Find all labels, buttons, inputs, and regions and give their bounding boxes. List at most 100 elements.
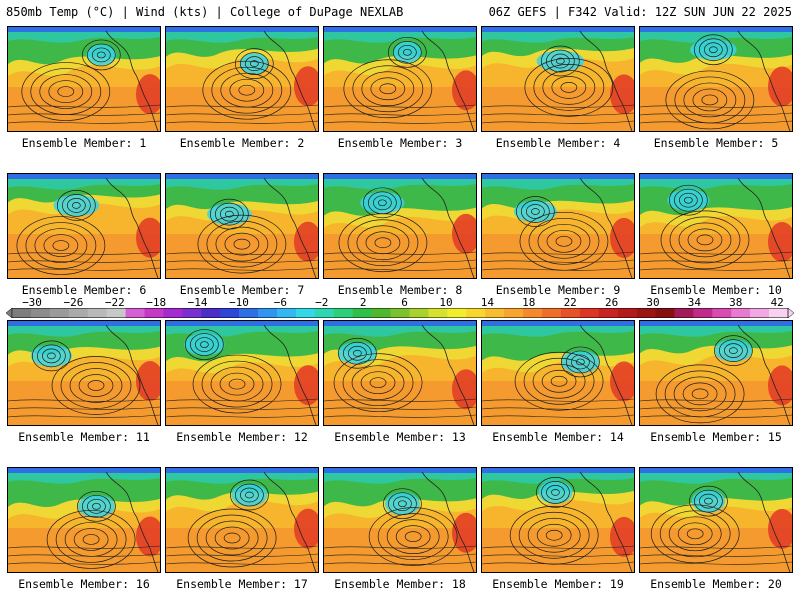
colorbar-tick-label: −30 — [22, 296, 42, 309]
colorbar-swatch — [674, 308, 694, 318]
temperature-map — [640, 321, 792, 425]
ensemble-map-panel — [639, 467, 793, 573]
ensemble-member-label: Ensemble Member: 19 — [492, 577, 624, 591]
colorbar-swatch — [731, 308, 751, 318]
colorbar-swatch — [258, 308, 278, 318]
run-valid-time: 06Z GEFS | F342 Valid: 12Z SUN JUN 22 20… — [488, 5, 792, 19]
colorbar-tick-label: −6 — [273, 296, 288, 309]
ensemble-member-label: Ensemble Member: 5 — [653, 136, 779, 150]
colorbar-strip — [6, 308, 794, 318]
colorbar-tick-label: 42 — [770, 296, 784, 309]
ensemble-member-label: Ensemble Member: 1 — [21, 136, 147, 150]
colorbar-swatch — [712, 308, 732, 318]
ensemble-member-label: Ensemble Member: 10 — [650, 283, 782, 297]
ensemble-map-panel — [481, 467, 635, 573]
colorbar-swatch — [636, 308, 656, 318]
colorbar-swatch — [12, 308, 32, 318]
colorbar-swatch — [163, 308, 183, 318]
ensemble-member-label: Ensemble Member: 12 — [176, 430, 308, 444]
ensemble-map-panel — [323, 467, 477, 573]
ensemble-map-panel — [323, 173, 477, 279]
colorbar-swatch — [428, 308, 448, 318]
temperature-map — [640, 174, 792, 278]
colorbar-swatch — [523, 308, 543, 318]
product-title: 850mb Temp (°C) | Wind (kts) | College o… — [6, 5, 404, 19]
colorbar-swatch — [598, 308, 618, 318]
temperature-map — [324, 27, 476, 131]
colorbar-swatch — [655, 308, 675, 318]
ensemble-member-label: Ensemble Member: 20 — [650, 577, 782, 591]
colorbar-swatch — [314, 308, 335, 318]
ensemble-map-panel — [7, 467, 161, 573]
colorbar-swatch — [769, 308, 789, 318]
ensemble-member-label: Ensemble Member: 7 — [179, 283, 305, 297]
colorbar-tick-label: 22 — [563, 296, 577, 309]
ensemble-member-label: Ensemble Member: 3 — [337, 136, 463, 150]
ensemble-member-label: Ensemble Member: 9 — [495, 283, 621, 297]
ensemble-member-label: Ensemble Member: 18 — [334, 577, 466, 591]
colorbar-tick-label: 38 — [729, 296, 743, 309]
temperature-map — [8, 468, 160, 572]
ensemble-member-label: Ensemble Member: 11 — [18, 430, 150, 444]
colorbar-swatch — [447, 308, 467, 318]
colorbar-swatch — [201, 308, 221, 318]
colorbar-max-arrow — [787, 308, 794, 318]
colorbar-swatch — [579, 308, 600, 318]
ensemble-map-panel — [323, 26, 477, 132]
ensemble-member-label: Ensemble Member: 15 — [650, 430, 782, 444]
ensemble-map-panel — [639, 320, 793, 426]
temperature-map — [166, 27, 318, 131]
colorbar-tick-label: 6 — [401, 296, 408, 309]
colorbar-swatch — [485, 308, 505, 318]
ensemble-map-panel — [639, 26, 793, 132]
ensemble-member-label: Ensemble Member: 8 — [337, 283, 463, 297]
ensemble-map-panel — [165, 320, 319, 426]
ensemble-map-panel — [165, 173, 319, 279]
colorbar-swatch — [409, 308, 429, 318]
temperature-map — [324, 321, 476, 425]
ensemble-map-panel — [7, 26, 161, 132]
ensemble-map-panel — [639, 173, 793, 279]
temperature-map — [8, 321, 160, 425]
colorbar-labels: −30 −26 −22 −18 −14 −10 −6 −2 2 6 10 14 18 22 26 30 34 38… — [6, 296, 794, 309]
colorbar-swatch — [466, 308, 486, 318]
temperature-map — [166, 468, 318, 572]
ensemble-map-panel — [481, 320, 635, 426]
temperature-map — [482, 321, 634, 425]
colorbar-swatch — [30, 308, 51, 318]
ensemble-member-label: Ensemble Member: 13 — [334, 430, 466, 444]
colorbar-swatch — [560, 308, 581, 318]
colorbar-swatch — [333, 308, 353, 318]
ensemble-map-panel — [481, 173, 635, 279]
colorbar-swatch — [390, 308, 410, 318]
colorbar-min-arrow — [6, 308, 13, 318]
colorbar-swatch — [87, 308, 107, 318]
colorbar-swatch — [68, 308, 89, 318]
colorbar-swatch — [352, 308, 372, 318]
ensemble-member-label: Ensemble Member: 2 — [179, 136, 305, 150]
ensemble-member-label: Ensemble Member: 6 — [21, 283, 147, 297]
colorbar-swatch — [541, 308, 562, 318]
temperature-map — [166, 321, 318, 425]
ensemble-map-panel — [165, 26, 319, 132]
colorbar-tick-label: −18 — [146, 296, 167, 309]
colorbar-swatch — [295, 308, 316, 318]
colorbar-swatch — [220, 308, 240, 318]
colorbar-swatch — [106, 308, 126, 318]
ensemble-map-panel — [165, 467, 319, 573]
ensemble-map-panel — [7, 320, 161, 426]
colorbar-tick-label: −26 — [63, 296, 84, 309]
temperature-map — [482, 468, 634, 572]
temperature-colorbar: −30 −26 −22 −18 −14 −10 −6 −2 2 6 10 14 18 22 26 30 34 38… — [6, 296, 794, 320]
colorbar-swatch — [371, 308, 391, 318]
ensemble-member-label: Ensemble Member: 4 — [495, 136, 621, 150]
colorbar-tick-label: 2 — [359, 296, 367, 309]
ensemble-map-panel — [7, 173, 161, 279]
temperature-map — [166, 174, 318, 278]
temperature-map — [482, 27, 634, 131]
temperature-map — [640, 468, 792, 572]
temperature-map — [324, 468, 476, 572]
colorbar-tick-label: 18 — [522, 296, 536, 309]
ensemble-map-panel — [481, 26, 635, 132]
temperature-map — [482, 174, 634, 278]
